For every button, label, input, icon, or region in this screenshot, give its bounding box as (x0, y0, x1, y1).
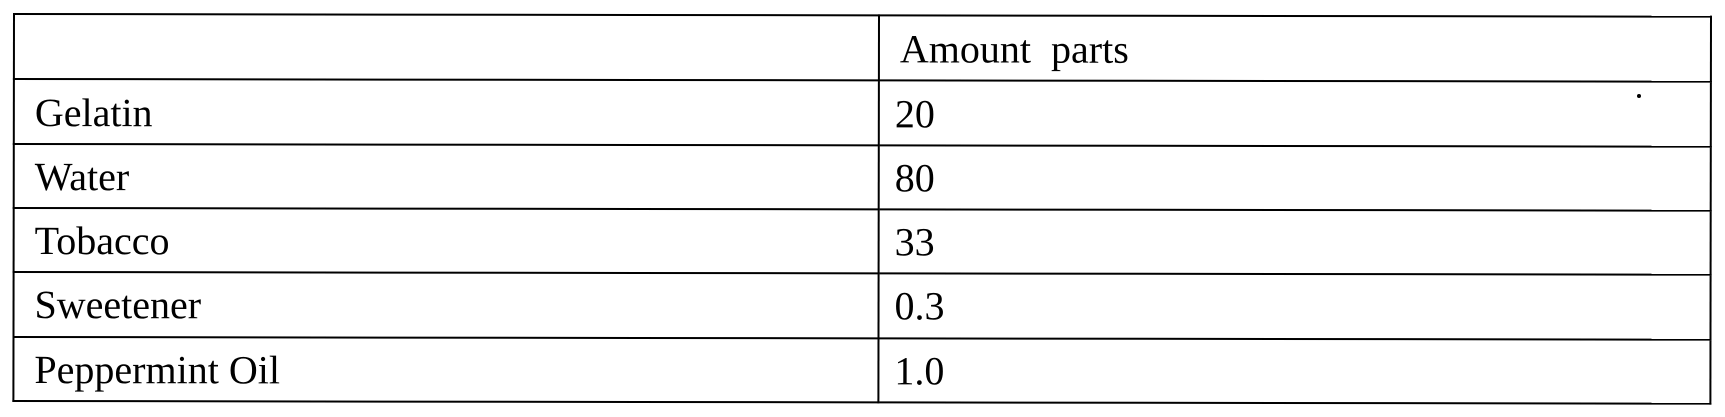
ingredient-amount: 20 (880, 94, 1710, 135)
ingredient-name: Water (15, 157, 878, 198)
ingredient-amount: 1.0 (879, 351, 1709, 392)
scan-speck-artifact (1637, 94, 1641, 98)
ingredient-name: Gelatin (15, 93, 878, 134)
cell-amount: 1.0 (878, 338, 1710, 404)
ingredient-name: Peppermint Oil (14, 350, 877, 391)
ingredient-name: Tobacco (15, 221, 878, 262)
formulation-table-wrapper: Amount parts Gelatin 20 Water (12, 13, 1710, 405)
formulation-table: Amount parts Gelatin 20 Water (12, 13, 1712, 405)
clipped-caption-fragment (250, 0, 480, 2)
cell-ingredient: Tobacco (14, 208, 879, 274)
header-cell-ingredient (14, 14, 879, 81)
table-row: Peppermint Oil 1.0 (13, 337, 1710, 404)
header-ingredient-label (15, 15, 878, 80)
table-row: Water 80 (14, 144, 1711, 211)
ingredient-amount: 33 (880, 223, 1710, 264)
cell-ingredient: Sweetener (13, 272, 878, 338)
cell-amount: 33 (879, 209, 1711, 275)
table-row: Gelatin 20 (14, 79, 1711, 146)
cell-ingredient: Water (14, 144, 879, 210)
cell-ingredient: Gelatin (14, 79, 879, 145)
table-row: Tobacco 33 (14, 208, 1711, 275)
table-header-row: Amount parts (14, 14, 1711, 82)
ingredient-amount: 80 (880, 158, 1710, 199)
table-body: Amount parts Gelatin 20 Water (13, 14, 1711, 404)
scanned-page: Amount parts Gelatin 20 Water (0, 0, 1725, 417)
cell-ingredient: Peppermint Oil (13, 337, 878, 403)
ingredient-name: Sweetener (15, 285, 878, 326)
cell-amount: 20 (879, 81, 1711, 147)
cell-amount: 0.3 (878, 274, 1710, 340)
header-amount-label: Amount parts (880, 29, 1710, 70)
table-row: Sweetener 0.3 (13, 272, 1710, 339)
cell-amount: 80 (879, 145, 1711, 211)
ingredient-amount: 0.3 (880, 287, 1710, 328)
header-cell-amount: Amount parts (879, 15, 1711, 82)
